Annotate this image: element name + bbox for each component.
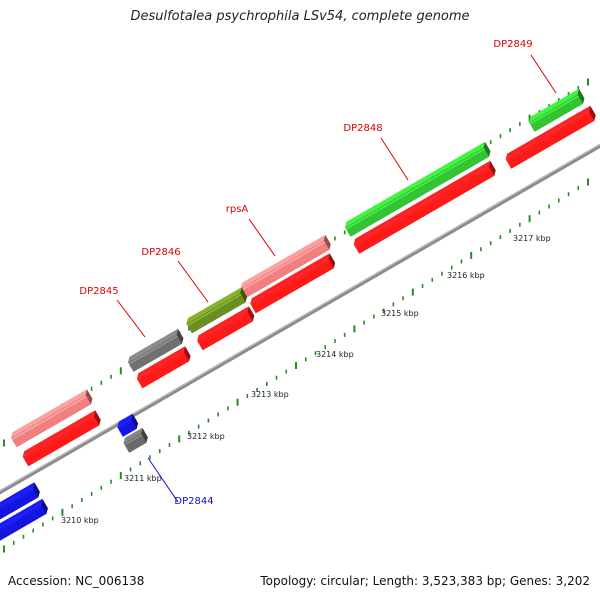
gene-dp2848 (344, 141, 491, 237)
gene-dp2849 (529, 88, 585, 132)
gene-red-4 (197, 306, 255, 351)
backbone-highlight (0, 143, 600, 492)
gene-blue-small (117, 413, 139, 437)
map-title: Desulfotalea psychrophila LSv54, complet… (130, 9, 470, 24)
leader-line (530, 54, 557, 94)
gene-dp2846 (186, 287, 248, 334)
gene-rpsa (240, 234, 331, 298)
kbp-label: 3210 kbp (61, 516, 99, 525)
tick-row-lower (3, 178, 589, 553)
kbp-label: 3213 kbp (251, 390, 289, 399)
gene-red-3 (250, 253, 336, 314)
backbone-line (0, 143, 600, 495)
gene-red-5 (136, 346, 191, 389)
kbp-labels: 3210 kbp 3211 kbp 3212 kbp 3213 kbp 3214 kbp… (61, 234, 551, 525)
gene-red-2 (353, 160, 496, 254)
gene-red-6 (22, 410, 101, 467)
gene-label: DP2846 (141, 247, 180, 258)
kbp-label: 3212 kbp (187, 432, 225, 441)
gene-label: DP2849 (493, 39, 532, 50)
gene-blue-2 (0, 498, 48, 546)
gene-dp2844 (123, 427, 148, 453)
kbp-label: 3215 kbp (381, 309, 419, 318)
gene-dp2845 (128, 328, 184, 372)
gene-label: DP2845 (79, 286, 118, 297)
gene-features (0, 88, 596, 546)
kbp-label: 3217 kbp (513, 234, 551, 243)
kbp-label: 3216 kbp (447, 271, 485, 280)
gene-left-pink (11, 389, 93, 448)
gene-red-1 (505, 105, 596, 169)
kbp-label: 3211 kbp (124, 474, 162, 483)
leader-line (248, 218, 276, 257)
gene-label: DP2848 (343, 123, 382, 134)
kbp-label: 3214 kbp (316, 350, 354, 359)
leader-line (147, 457, 179, 503)
gene-label: DP2844 (174, 496, 213, 507)
genome-summary-text: Topology: circular; Length: 3,523,383 bp… (260, 574, 590, 588)
accession-text: Accession: NC_006138 (8, 574, 145, 588)
label-leaders (116, 54, 557, 503)
leader-line (177, 260, 209, 303)
gene-label: rpsA (226, 204, 249, 215)
leader-line (380, 137, 409, 181)
gene-blue-1 (0, 482, 40, 523)
leader-line (116, 299, 146, 338)
gene-labels: DP2849 DP2848 rpsA DP2846 DP2845 DP2844 (79, 39, 532, 507)
genome-backbone (0, 143, 600, 495)
